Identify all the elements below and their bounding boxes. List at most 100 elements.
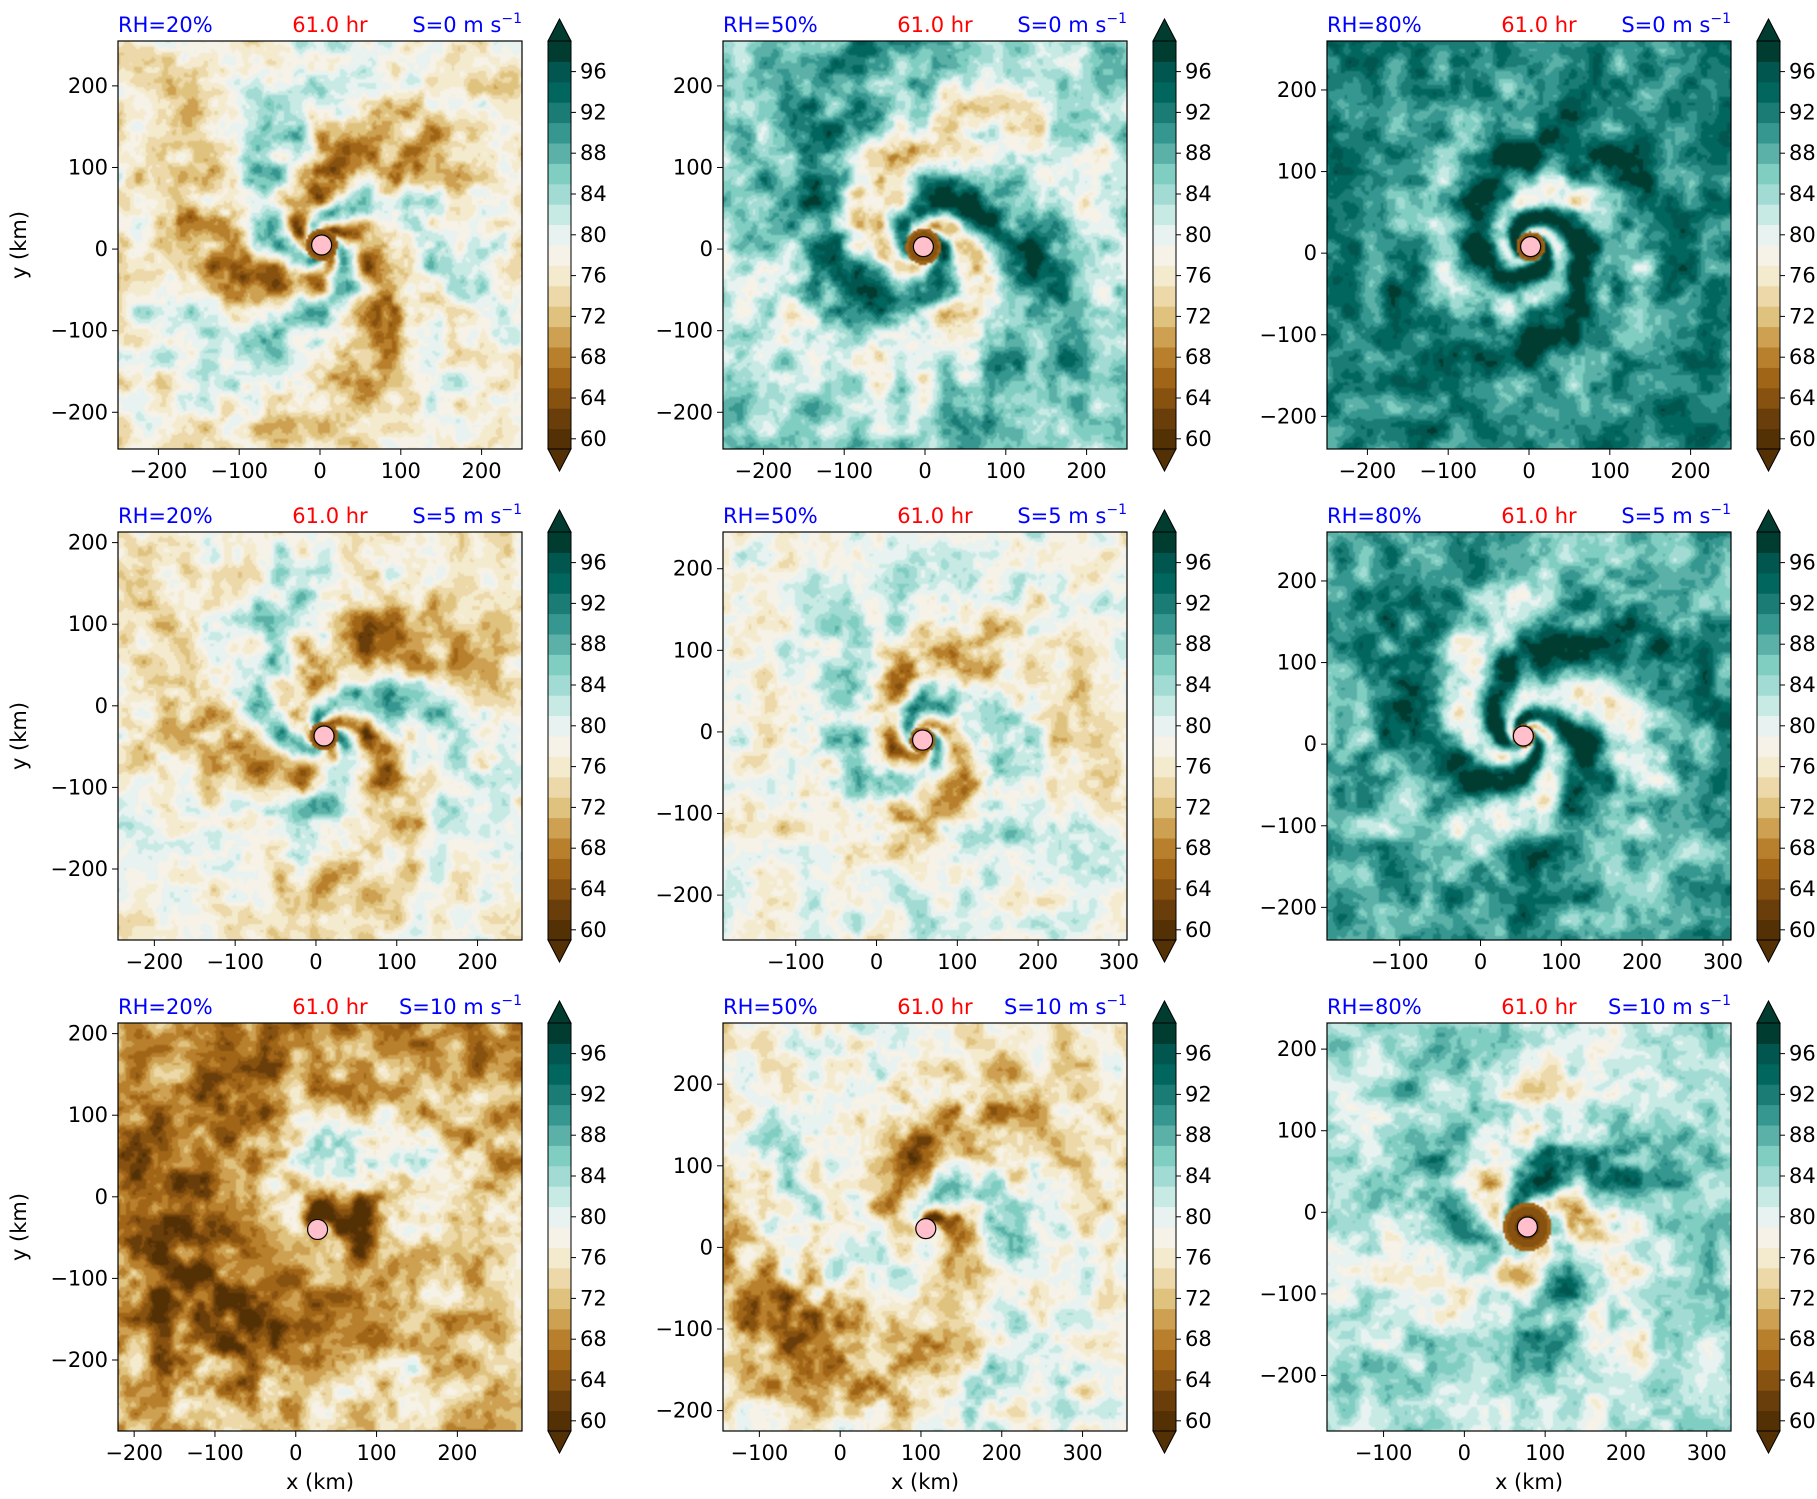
colorbar-swatch [1757, 736, 1780, 757]
colorbar-frame [1756, 40, 1781, 450]
colorbar-tick-label: 60 [1185, 918, 1212, 942]
storm-center-marker [311, 234, 333, 256]
colorbar-tick-label: 60 [1789, 1409, 1816, 1433]
colorbar-swatch [1757, 919, 1780, 941]
shear-title: S=0 m s−1 [1621, 11, 1731, 37]
colorbar-tick-label: 64 [1789, 877, 1816, 901]
colorbar: 60 64 68 72 76 80 84 88 92 96 [1756, 508, 1816, 964]
x-tick-label: −100 [1371, 950, 1429, 974]
x-tick-label: 0 [833, 1441, 846, 1465]
colorbar-tick-label: 92 [1789, 100, 1816, 124]
time-title: 61.0 hr [1501, 504, 1577, 528]
colorbar-tick-label: 76 [1185, 264, 1212, 288]
colorbar-swatch [548, 41, 571, 62]
colorbar-extend-top [1152, 508, 1177, 533]
colorbar-extend-top [1152, 17, 1177, 42]
colorbar-swatch [1153, 1084, 1176, 1106]
colorbar-swatch [1153, 776, 1176, 798]
x-tick-label: 200 [437, 1441, 477, 1465]
x-tick-label: 100 [937, 950, 977, 974]
y-tick-label: −100 [655, 802, 713, 826]
rh-title: RH=80% [1327, 504, 1422, 528]
colorbar-tick-label: 72 [580, 304, 607, 328]
time-title: 61.0 hr [292, 504, 368, 528]
y-tick-label: 200 [673, 557, 713, 581]
time-title: 61.0 hr [897, 504, 973, 528]
colorbar-tick-label: 76 [1789, 1246, 1816, 1270]
colorbar-swatch [548, 387, 571, 409]
y-tick-label: −200 [1259, 1364, 1317, 1388]
colorbar-swatch [1757, 306, 1780, 328]
y-tick-label: 200 [673, 74, 713, 98]
shear-exponent: −1 [1710, 993, 1731, 1009]
y-tick-label: 100 [1277, 1119, 1317, 1143]
colorbar-swatch [1153, 224, 1176, 246]
rh-title: RH=80% [1327, 13, 1422, 37]
colorbar-swatch [548, 245, 571, 266]
colorbar-swatch [548, 1227, 571, 1248]
storm-center-marker [912, 236, 934, 258]
colorbar-tick-label: 84 [1789, 673, 1816, 697]
colorbar-swatch [1153, 428, 1176, 450]
y-axis-label: y (km) [7, 702, 31, 770]
colorbar-extend-bottom [547, 448, 572, 473]
shear-title: S=10 m s−1 [1608, 993, 1731, 1019]
colorbar-swatch [1757, 183, 1780, 205]
colorbar-swatch [1153, 122, 1176, 144]
storm-center-marker [306, 1218, 329, 1241]
colorbar-swatch [548, 532, 571, 553]
colorbar-swatch [1757, 695, 1780, 717]
colorbar-tick-label: 96 [1789, 551, 1816, 575]
colorbar-tick-label: 88 [1185, 141, 1212, 165]
colorbar-swatch [1153, 858, 1176, 880]
colorbar-swatch [1153, 1369, 1176, 1391]
colorbar-tick-label: 88 [1789, 1123, 1816, 1147]
colorbar-swatch [1153, 1247, 1176, 1269]
colorbar-swatch [548, 572, 571, 594]
colorbar-swatch [1757, 245, 1780, 266]
storm-center-marker [915, 1218, 937, 1240]
colorbar-swatch [1153, 163, 1176, 185]
y-tick-label: −100 [655, 319, 713, 343]
colorbar-tick-label: 60 [580, 427, 607, 451]
colorbar-tick-label: 80 [1789, 1205, 1816, 1229]
colorbar-tick-label: 64 [580, 877, 607, 901]
colorbar-swatch [1757, 593, 1780, 615]
plot-frame [722, 531, 1128, 941]
x-tick-label: −100 [206, 950, 264, 974]
rh-title: RH=50% [723, 995, 818, 1019]
colorbar-tick-label: 92 [580, 591, 607, 615]
colorbar-tick-label: 80 [580, 1205, 607, 1229]
colorbar-tick-label: 96 [1789, 1042, 1816, 1066]
time-title: 61.0 hr [897, 995, 973, 1019]
y-tick-label: 200 [68, 74, 108, 98]
y-tick-label: −200 [1259, 895, 1317, 919]
colorbar-tick-label: 92 [1789, 1082, 1816, 1106]
panel-2-3: −100 0 100 200 300 −200 −100 0 100 200 RH=80% 61.0 … [1259, 502, 1815, 974]
colorbar-frame [547, 1022, 572, 1432]
y-tick-label: −100 [1259, 1282, 1317, 1306]
colorbar-tick-label: 80 [1789, 714, 1816, 738]
plot-frame [117, 1022, 523, 1432]
colorbar-swatch [1153, 756, 1176, 778]
colorbar-swatch [1757, 122, 1780, 144]
colorbar-tick-label: 76 [580, 755, 607, 779]
storm-center-marker [1516, 1216, 1538, 1238]
colorbar-swatch [1757, 1247, 1780, 1269]
colorbar-swatch [1757, 674, 1780, 696]
colorbar-swatch [1757, 817, 1780, 839]
colorbar-swatch [1153, 817, 1176, 839]
y-tick-label: 100 [1277, 160, 1317, 184]
colorbar-swatch [548, 1206, 571, 1228]
colorbar-swatch [1757, 1329, 1780, 1350]
colorbar-swatch [1153, 1329, 1176, 1350]
shear-title: S=10 m s−1 [1004, 993, 1127, 1019]
colorbar-swatch [1757, 613, 1780, 635]
colorbar-swatch [1757, 224, 1780, 246]
panel-1-3: −200 −100 0 100 200 −200 −100 0 100 200 RH=80% 61.0… [1259, 11, 1815, 483]
colorbar-swatch [1153, 1267, 1176, 1289]
colorbar-extend-bottom [547, 1430, 572, 1455]
x-tick-label: 200 [1622, 950, 1662, 974]
colorbar-tick-label: 92 [1789, 591, 1816, 615]
colorbar-swatch [548, 163, 571, 185]
